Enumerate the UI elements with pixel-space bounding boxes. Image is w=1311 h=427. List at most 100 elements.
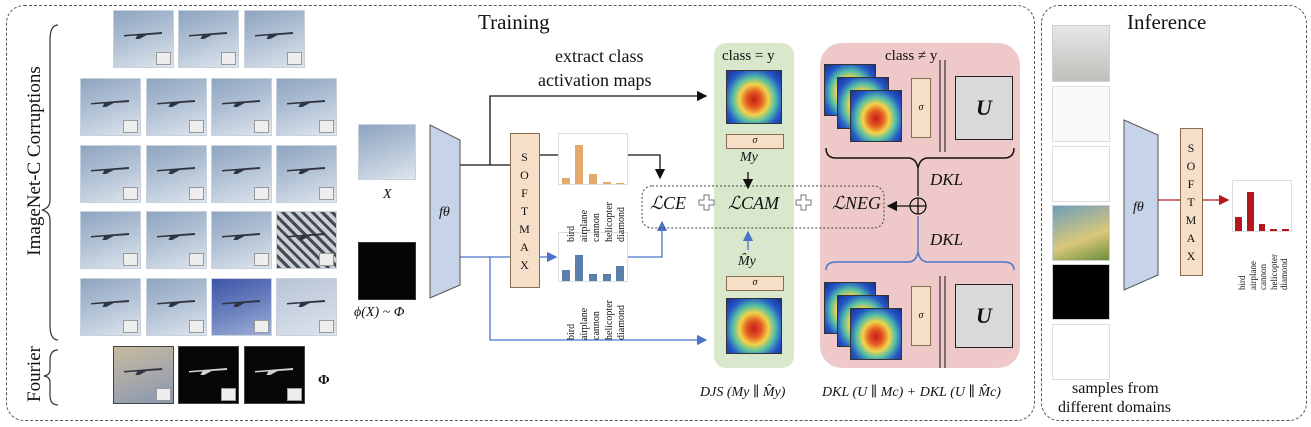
dkl-top-label: DKL bbox=[930, 170, 964, 189]
bar-helicopter bbox=[602, 182, 611, 184]
mini-inset bbox=[123, 187, 138, 200]
sigma-bottom: σ bbox=[726, 276, 784, 291]
category-tick-label: bird bbox=[566, 225, 577, 242]
category-tick-label: cannon bbox=[1258, 264, 1268, 290]
category-tick-label: diamond bbox=[616, 207, 627, 242]
uniform-u-bottom: U bbox=[955, 284, 1013, 348]
category-tick-label: diamond bbox=[616, 305, 627, 340]
corruption-thumbnail bbox=[211, 145, 272, 203]
sigma-neg-bottom: σ bbox=[911, 286, 931, 346]
corruption-thumbnail bbox=[276, 145, 337, 203]
bar-airplane bbox=[575, 254, 584, 281]
airplane-shape bbox=[124, 32, 162, 39]
corruption-thumbnail bbox=[113, 10, 174, 68]
djs-formula: DJS (My ∥ M̂y) bbox=[700, 385, 786, 400]
loss-cam: ℒCAM bbox=[728, 193, 779, 213]
sigma-top: σ bbox=[726, 134, 784, 149]
bar-chart-top bbox=[558, 133, 628, 185]
f-theta-label: fθ bbox=[439, 205, 450, 220]
corruption-thumbnail bbox=[211, 278, 272, 336]
mini-inset bbox=[287, 52, 302, 65]
mini-inset bbox=[221, 52, 236, 65]
bar-helicopter bbox=[1270, 228, 1278, 231]
samples-label-line2: different domains bbox=[1058, 399, 1172, 416]
sample-painting bbox=[1052, 205, 1110, 261]
phi-x-label: ϕ(X) ~ Φ bbox=[354, 305, 405, 320]
category-tick-label: airplane bbox=[578, 209, 590, 242]
inference-panel bbox=[1041, 5, 1307, 421]
airplane-shape bbox=[189, 32, 227, 39]
airplane-shape bbox=[157, 233, 195, 240]
bar-bird bbox=[1235, 217, 1243, 231]
category-tick-label: helicopter bbox=[1268, 254, 1279, 290]
airplane-shape bbox=[157, 300, 195, 307]
mini-inset bbox=[123, 253, 138, 266]
sigma-neg-top: σ bbox=[911, 78, 931, 138]
category-tick-label: bird bbox=[1237, 275, 1247, 291]
corruption-thumbnail bbox=[113, 346, 174, 404]
corruption-thumbnail bbox=[80, 278, 141, 336]
mini-inset bbox=[319, 187, 334, 200]
category-tick-label: cannon bbox=[591, 311, 602, 340]
mini-inset bbox=[221, 388, 236, 401]
negative-maps-bottom-3 bbox=[850, 308, 902, 360]
bar-diamond bbox=[616, 265, 625, 281]
softmax-letter: A bbox=[1186, 231, 1197, 245]
bar-airplane bbox=[1246, 191, 1254, 231]
mini-inset bbox=[287, 388, 302, 401]
airplane-shape bbox=[91, 100, 129, 107]
airplane-shape bbox=[222, 233, 260, 240]
negative-maps-top-3 bbox=[850, 90, 902, 142]
mini-inset bbox=[189, 253, 204, 266]
airplane-shape bbox=[189, 368, 227, 375]
softmax-letter: T bbox=[1187, 195, 1196, 209]
class-not-equal-label: class ≠ y bbox=[885, 48, 938, 64]
mini-inset bbox=[254, 320, 269, 333]
bar-chart-inference bbox=[1232, 180, 1292, 232]
bar-bird bbox=[561, 270, 570, 281]
corruption-thumbnail bbox=[244, 346, 305, 404]
corruption-thumbnail bbox=[276, 78, 337, 136]
airplane-shape bbox=[287, 167, 325, 174]
activation-map-y bbox=[726, 70, 782, 124]
mini-inset bbox=[254, 187, 269, 200]
mini-inset bbox=[156, 388, 171, 401]
corruption-thumbnail bbox=[80, 145, 141, 203]
training-panel bbox=[6, 5, 1035, 421]
dkl-formula: DKL (U ∥ Mc) + DKL (U ∥ M̂c) bbox=[822, 385, 1001, 400]
corruption-thumbnail bbox=[80, 78, 141, 136]
sample-sketch bbox=[1052, 146, 1110, 202]
bar-helicopter bbox=[602, 274, 611, 281]
loss-ce: ℒCE bbox=[650, 193, 686, 213]
corruption-thumbnail bbox=[146, 211, 207, 269]
m-hat-y-label: M̂y bbox=[738, 254, 756, 269]
inference-heading: Inference bbox=[1127, 10, 1207, 34]
x-label: X bbox=[383, 187, 392, 202]
bar-cannon bbox=[588, 173, 598, 184]
corruption-thumbnail bbox=[146, 278, 207, 336]
airplane-shape bbox=[124, 368, 162, 375]
airplane-shape bbox=[222, 100, 260, 107]
bar-cannon bbox=[588, 274, 598, 281]
softmax-letter: F bbox=[1187, 177, 1196, 191]
phi-label: Φ bbox=[318, 373, 330, 388]
softmax-letter: O bbox=[1186, 159, 1197, 173]
bar-diamond bbox=[1281, 228, 1289, 231]
f-theta-inference-label: fθ bbox=[1133, 200, 1144, 215]
mini-inset bbox=[319, 120, 334, 133]
category-tick-label: bird bbox=[566, 323, 577, 340]
mini-inset bbox=[123, 320, 138, 333]
category-tick-label: cannon bbox=[591, 213, 602, 242]
softmax-letter: S bbox=[521, 149, 529, 164]
airplane-shape bbox=[91, 167, 129, 174]
corruption-thumbnail bbox=[276, 278, 337, 336]
mini-inset bbox=[319, 253, 334, 266]
extract-label-line2: activation maps bbox=[538, 70, 652, 90]
bar-diamond bbox=[616, 182, 625, 184]
airplane-shape bbox=[255, 32, 293, 39]
class-equal-label: class = y bbox=[722, 48, 775, 64]
category-tick-label: helicopter bbox=[603, 300, 615, 340]
sample-clipart bbox=[1052, 264, 1110, 320]
